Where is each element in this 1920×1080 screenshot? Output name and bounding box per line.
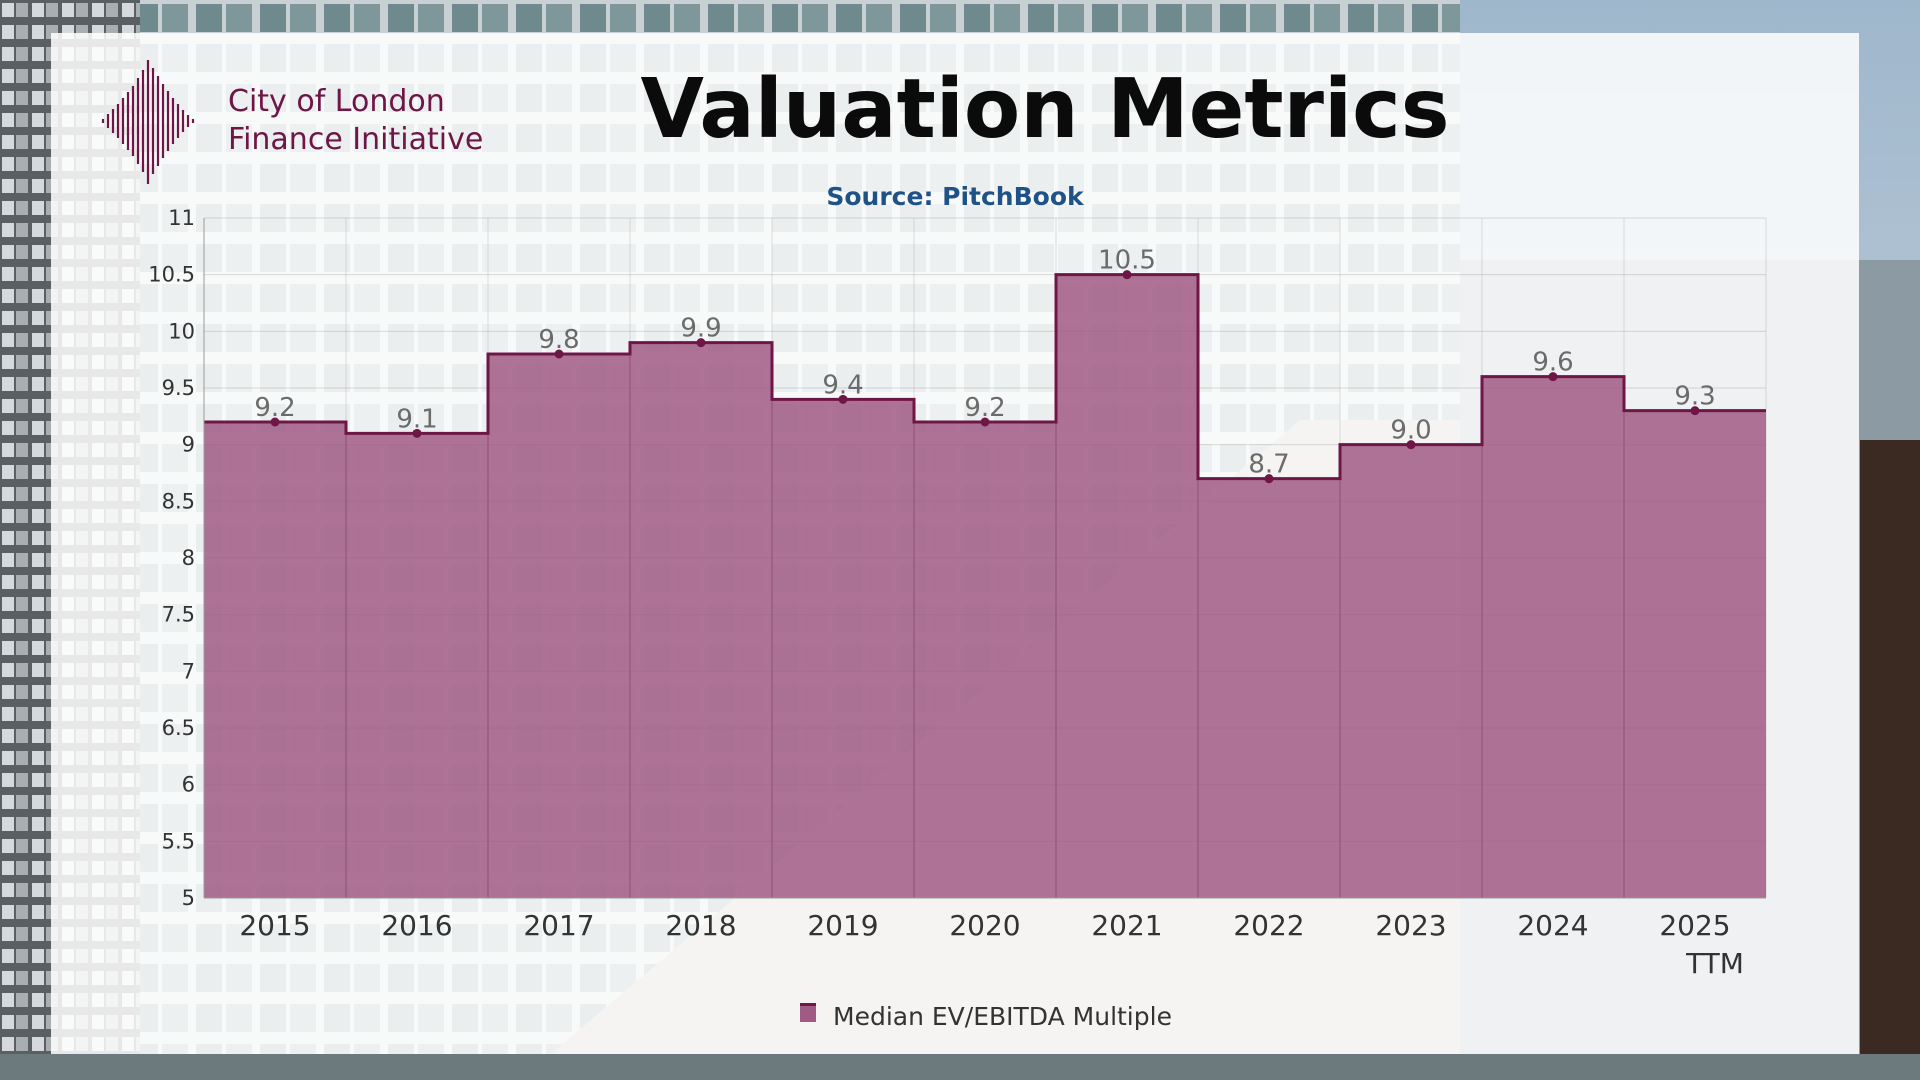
y-tick-label: 5.5 (162, 829, 195, 853)
x-tick-label: 2019 (807, 909, 878, 942)
brand-name-line-1: City of London (228, 84, 445, 119)
data-point (1264, 474, 1274, 484)
data-label: 9.2 (964, 393, 1005, 423)
data-label: 9.3 (1674, 382, 1715, 412)
data-point (554, 349, 564, 359)
data-point (980, 417, 990, 427)
data-point (1122, 270, 1132, 280)
data-labels: 9.2 9.1 9.8 9.9 9.4 9.2 10.5 8.7 9.0 9.6 9.3 (254, 246, 1715, 480)
data-markers (270, 270, 1700, 484)
x-tick-label: 2023 (1375, 909, 1446, 942)
y-tick-label: 6.5 (162, 716, 195, 740)
chart-title: Valuation Metrics (640, 62, 1450, 157)
x-tick-label: 2025 TTM (1659, 909, 1744, 980)
y-tick-label: 7 (182, 659, 195, 683)
chart-source: Source: PitchBook (826, 182, 1084, 211)
data-point (838, 394, 848, 404)
x-tick-label-part: 2016 (381, 909, 452, 942)
data-label: 10.5 (1098, 246, 1156, 276)
x-tick-label: 2021 (1091, 909, 1162, 942)
data-label: 8.7 (1248, 450, 1289, 480)
x-tick-label: 2015 (239, 909, 310, 942)
data-point (270, 417, 280, 427)
y-tick-label: 10.5 (148, 263, 195, 287)
x-tick-label-part: 2022 (1233, 909, 1304, 942)
city-of-london-logo-icon (101, 60, 195, 184)
x-tick-label: 2024 (1517, 909, 1588, 942)
series-area (204, 273, 1766, 899)
y-tick-label: 10 (168, 319, 195, 343)
data-label: 9.1 (396, 404, 437, 434)
data-point (1690, 406, 1700, 416)
axes: 5 5.5 6 6.5 7 7.5 8 8.5 9 9.5 10 10.5 11 2015 2016 2017… (148, 206, 1766, 980)
data-label: 9.8 (538, 325, 579, 355)
x-tick-label-part: 2025 (1659, 909, 1730, 942)
x-tick-label-part: 2023 (1375, 909, 1446, 942)
x-tick-label-part: 2015 (239, 909, 310, 942)
y-tick-label: 7.5 (162, 603, 195, 627)
series-fill (204, 274, 1766, 899)
x-tick-label-part: 2024 (1517, 909, 1588, 942)
brand-name-line-2: Finance Initiative (228, 122, 484, 157)
data-label: 9.2 (254, 393, 295, 423)
y-tick-label: 11 (168, 206, 195, 230)
y-tick-label: 9 (182, 433, 195, 457)
x-tick-label-part: 2017 (523, 909, 594, 942)
y-tick-label: 8.5 (162, 489, 195, 513)
x-tick-label: 2020 (949, 909, 1020, 942)
data-label: 9.9 (680, 314, 721, 344)
data-label: 9.6 (1532, 348, 1573, 378)
x-tick-label-part: 2020 (949, 909, 1020, 942)
x-tick-label-part: TTM (1685, 947, 1744, 980)
data-label: 9.4 (822, 370, 863, 400)
y-tick-label: 9.5 (162, 376, 195, 400)
x-tick-label: 2017 (523, 909, 594, 942)
data-label: 9.0 (1390, 416, 1431, 446)
y-tick-label: 6 (182, 773, 195, 797)
x-tick-label-part: 2018 (665, 909, 736, 942)
x-tick-label: 2022 (1233, 909, 1304, 942)
data-point (1406, 440, 1416, 450)
y-tick-label: 8 (182, 546, 195, 570)
data-point (696, 338, 706, 348)
legend-swatch (800, 1003, 816, 1022)
data-point (412, 428, 422, 438)
x-tick-label-part: 2021 (1091, 909, 1162, 942)
data-point (1548, 372, 1558, 382)
x-tick-label-part: 2019 (807, 909, 878, 942)
legend-label: Median EV/EBITDA Multiple (833, 1002, 1172, 1031)
x-tick-label: 2016 (381, 909, 452, 942)
x-tick-label: 2018 (665, 909, 736, 942)
y-tick-label: 5 (182, 886, 195, 910)
